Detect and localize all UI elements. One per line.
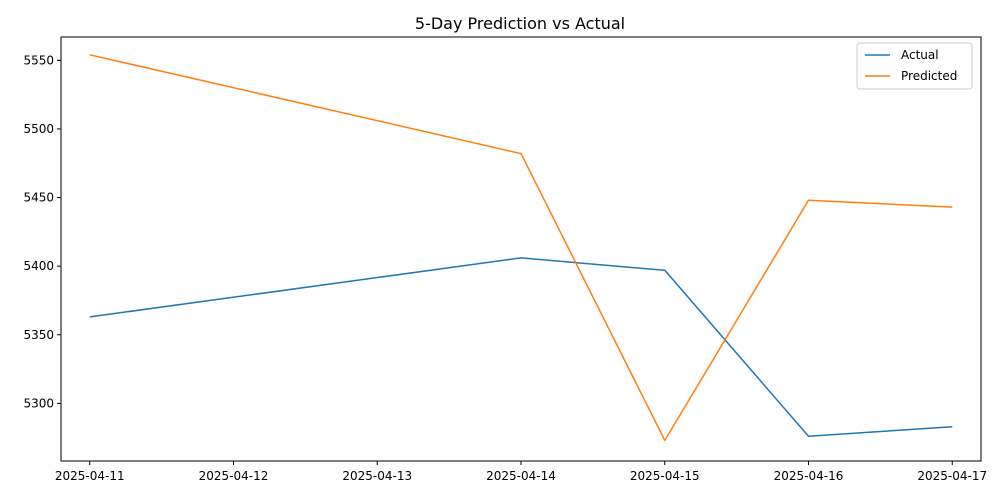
series-line-predicted — [89, 54, 953, 442]
plot-area — [89, 54, 953, 442]
legend: Actual Predicted — [856, 42, 973, 90]
y-tick-label: 5500 — [23, 122, 54, 136]
y-tick-label: 5350 — [23, 328, 54, 342]
x-axis: 2025-04-11 2025-04-12 2025-04-13 2025-04-14… — [55, 461, 987, 483]
x-tick-label: 2025-04-16 — [774, 469, 844, 483]
y-tick-label: 5450 — [23, 191, 54, 205]
legend-label-actual: Actual — [901, 48, 939, 62]
chart-title: 5-Day Prediction vs Actual — [415, 14, 625, 33]
y-tick-label: 5300 — [23, 396, 54, 410]
x-tick-label: 2025-04-14 — [486, 469, 556, 483]
legend-label-predicted: Predicted — [901, 69, 957, 83]
y-axis: 5300 5350 5400 5450 5500 5550 — [23, 53, 61, 410]
y-tick-label: 5400 — [23, 259, 54, 273]
x-tick-label: 2025-04-15 — [630, 469, 700, 483]
x-tick-label: 2025-04-13 — [342, 469, 412, 483]
series-line-actual — [89, 257, 953, 438]
x-tick-label: 2025-04-17 — [917, 469, 987, 483]
x-tick-label: 2025-04-11 — [55, 469, 125, 483]
x-tick-label: 2025-04-12 — [199, 469, 269, 483]
y-tick-label: 5550 — [23, 53, 54, 67]
